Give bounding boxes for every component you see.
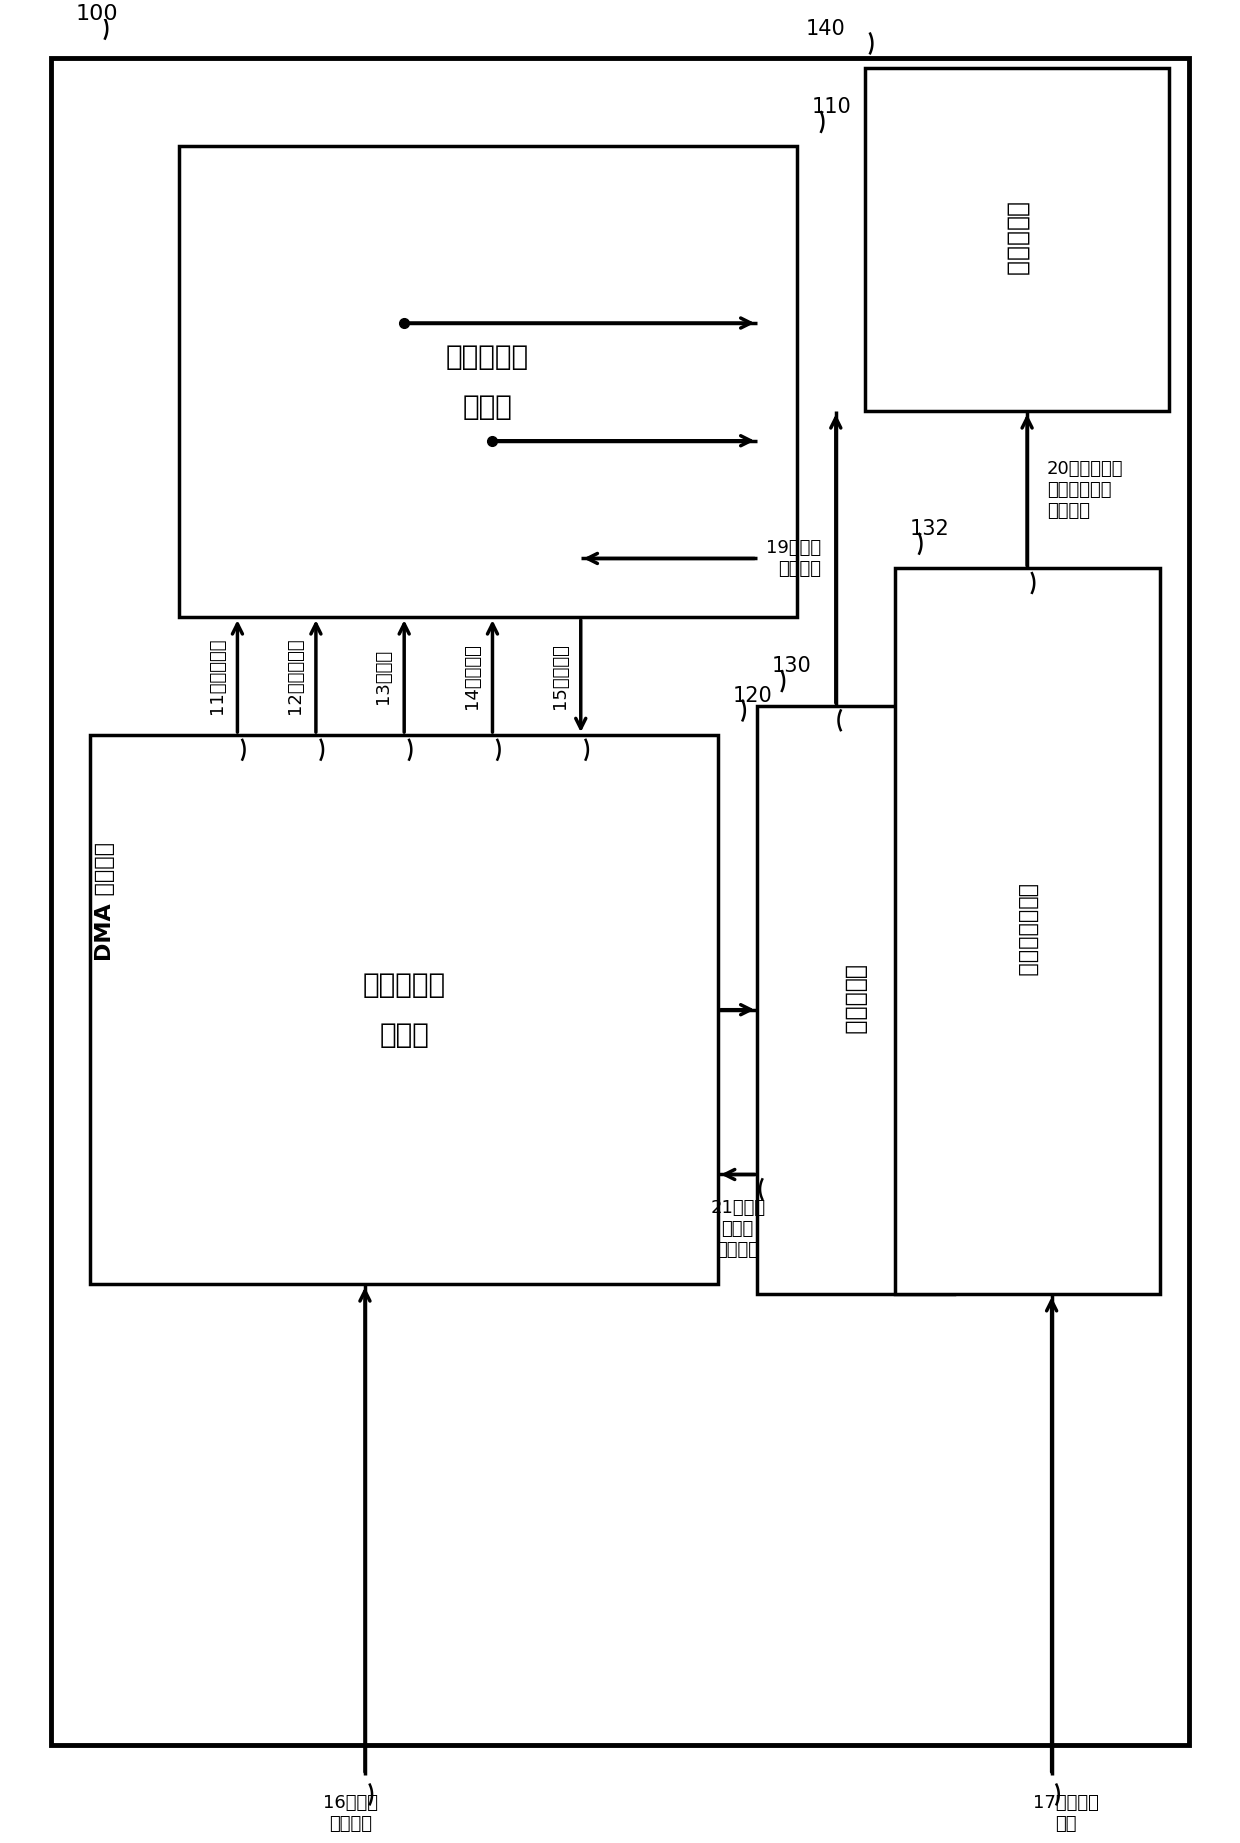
Text: 20：控制信息
（起始地址、
帧尺寸）: 20：控制信息 （起始地址、 帧尺寸）: [1047, 461, 1123, 520]
Text: 19：转发
指示信号: 19：转发 指示信号: [766, 538, 821, 579]
Text: 描述符信息
控制部: 描述符信息 控制部: [362, 971, 445, 1049]
Text: 120: 120: [733, 686, 773, 706]
Text: 前方跳过控制部: 前方跳过控制部: [1017, 885, 1037, 979]
Bar: [866, 68, 1169, 411]
Text: 11：允许写入: 11：允许写入: [207, 638, 226, 715]
Bar: [91, 735, 718, 1285]
Text: 14：写数据: 14：写数据: [463, 643, 481, 710]
Text: 16：转发
启动信号: 16：转发 启动信号: [322, 1795, 378, 1834]
Text: 描述符信息
存储部: 描述符信息 存储部: [446, 343, 529, 420]
Text: 132: 132: [909, 520, 949, 538]
Text: 13：地址: 13：地址: [374, 649, 392, 704]
Text: 140: 140: [806, 18, 846, 39]
Text: 130: 130: [773, 656, 812, 676]
Text: 110: 110: [811, 98, 851, 116]
Text: 15：读数据: 15：读数据: [551, 643, 569, 710]
Bar: [179, 146, 796, 617]
Bar: [895, 568, 1159, 1294]
Text: 21：下次
启动时
起始地址: 21：下次 启动时 起始地址: [711, 1200, 765, 1259]
Text: 12：允许读取: 12：允许读取: [286, 638, 304, 715]
Text: 100: 100: [76, 4, 118, 24]
Text: 17：可转发
帧数: 17：可转发 帧数: [1033, 1795, 1100, 1834]
Text: DMA 控制装置: DMA 控制装置: [95, 842, 115, 962]
Text: 数据转发部: 数据转发部: [1006, 203, 1029, 276]
Text: 转发判定部: 转发判定部: [843, 964, 868, 1036]
Bar: [758, 706, 954, 1294]
